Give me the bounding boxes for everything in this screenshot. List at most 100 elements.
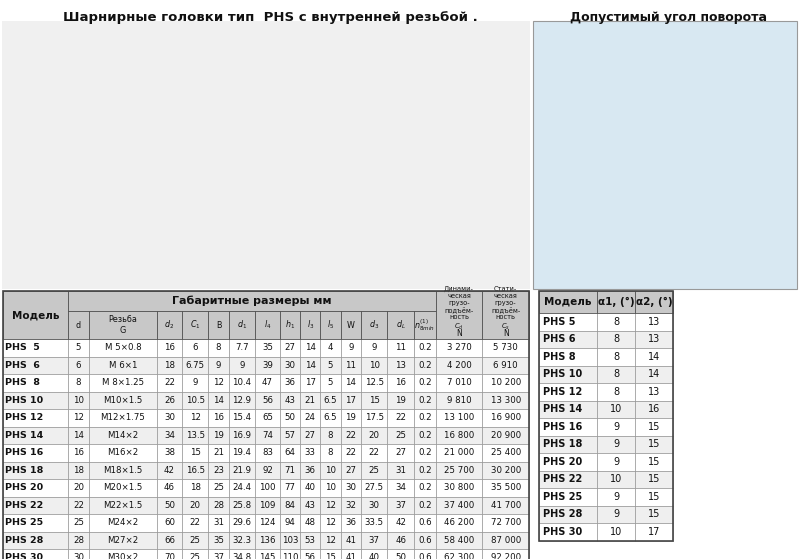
Text: 25 700: 25 700 bbox=[444, 466, 474, 475]
Text: 41: 41 bbox=[346, 536, 356, 545]
Text: PHS 12: PHS 12 bbox=[5, 413, 43, 422]
Text: 13: 13 bbox=[648, 334, 660, 344]
Text: PHS 22: PHS 22 bbox=[543, 474, 582, 484]
Text: 8: 8 bbox=[328, 448, 334, 457]
Bar bbox=[229, 479, 255, 496]
Bar bbox=[341, 374, 361, 391]
Text: М12×1.75: М12×1.75 bbox=[100, 413, 146, 422]
Text: 71: 71 bbox=[285, 466, 296, 475]
Text: 30: 30 bbox=[73, 553, 84, 559]
Text: 5: 5 bbox=[328, 378, 334, 387]
Text: 22: 22 bbox=[369, 448, 380, 457]
Text: α2, (°): α2, (°) bbox=[636, 297, 672, 307]
Text: d: d bbox=[76, 320, 81, 329]
Bar bbox=[436, 391, 482, 409]
Bar bbox=[300, 427, 321, 444]
Bar bbox=[89, 549, 157, 559]
Bar bbox=[597, 313, 635, 330]
Text: 60: 60 bbox=[164, 518, 175, 527]
Bar bbox=[482, 549, 529, 559]
Text: 12: 12 bbox=[325, 518, 336, 527]
Bar bbox=[209, 532, 229, 549]
Bar bbox=[597, 418, 635, 435]
Text: 0.2: 0.2 bbox=[418, 378, 431, 387]
Bar bbox=[635, 330, 673, 348]
Text: 30: 30 bbox=[369, 501, 380, 510]
Bar bbox=[597, 291, 635, 313]
Text: М 5×0.8: М 5×0.8 bbox=[105, 343, 141, 352]
Bar bbox=[635, 505, 673, 523]
Bar bbox=[2, 21, 530, 289]
Bar bbox=[209, 549, 229, 559]
Bar bbox=[229, 496, 255, 514]
Bar bbox=[89, 391, 157, 409]
Bar bbox=[209, 374, 229, 391]
Text: 0.6: 0.6 bbox=[418, 553, 431, 559]
Bar bbox=[280, 427, 300, 444]
Text: 87 000: 87 000 bbox=[490, 536, 521, 545]
Bar bbox=[182, 427, 209, 444]
Bar bbox=[482, 514, 529, 532]
Text: $C_1$: $C_1$ bbox=[190, 319, 201, 331]
Text: 14: 14 bbox=[213, 396, 224, 405]
Bar bbox=[539, 418, 597, 435]
Text: 41 700: 41 700 bbox=[490, 501, 521, 510]
Bar bbox=[209, 496, 229, 514]
Text: 12.9: 12.9 bbox=[232, 396, 251, 405]
Bar bbox=[89, 514, 157, 532]
Text: 19: 19 bbox=[213, 431, 224, 440]
Text: 14: 14 bbox=[648, 352, 660, 362]
Bar bbox=[597, 505, 635, 523]
Bar bbox=[414, 479, 436, 496]
Text: 21: 21 bbox=[305, 396, 316, 405]
Bar bbox=[182, 391, 209, 409]
Text: 110: 110 bbox=[282, 553, 298, 559]
Text: PHS 28: PHS 28 bbox=[5, 536, 43, 545]
Text: 0.2: 0.2 bbox=[418, 361, 431, 369]
Bar bbox=[436, 427, 482, 444]
Text: 100: 100 bbox=[259, 483, 276, 492]
Text: 3 270: 3 270 bbox=[446, 343, 471, 352]
Bar bbox=[209, 339, 229, 357]
Bar bbox=[321, 496, 341, 514]
Text: 18: 18 bbox=[190, 483, 201, 492]
Bar bbox=[387, 339, 414, 357]
Bar bbox=[387, 444, 414, 462]
Bar bbox=[255, 374, 280, 391]
Text: 25: 25 bbox=[73, 518, 84, 527]
Bar bbox=[300, 496, 321, 514]
Text: 12: 12 bbox=[213, 378, 224, 387]
Bar bbox=[300, 357, 321, 374]
Bar bbox=[209, 311, 229, 339]
Text: 12: 12 bbox=[325, 501, 336, 510]
Bar bbox=[255, 479, 280, 496]
Text: 6.5: 6.5 bbox=[324, 396, 338, 405]
Text: 10: 10 bbox=[610, 404, 622, 414]
Bar bbox=[482, 391, 529, 409]
Text: $h_1$: $h_1$ bbox=[285, 319, 295, 331]
Text: 50: 50 bbox=[285, 413, 296, 422]
Bar bbox=[361, 496, 387, 514]
Bar bbox=[3, 391, 68, 409]
Bar bbox=[3, 374, 68, 391]
Bar bbox=[635, 366, 673, 383]
Text: PHS 28: PHS 28 bbox=[543, 509, 582, 519]
Text: М30×2: М30×2 bbox=[107, 553, 138, 559]
Text: 5: 5 bbox=[76, 343, 82, 352]
Bar bbox=[182, 357, 209, 374]
Bar bbox=[635, 453, 673, 471]
Text: PHS 14: PHS 14 bbox=[543, 404, 582, 414]
Bar bbox=[341, 549, 361, 559]
Bar bbox=[3, 514, 68, 532]
Bar bbox=[68, 357, 89, 374]
Bar bbox=[482, 409, 529, 427]
Bar bbox=[597, 366, 635, 383]
Bar bbox=[3, 532, 68, 549]
Bar bbox=[229, 391, 255, 409]
Bar bbox=[157, 549, 182, 559]
Bar bbox=[300, 532, 321, 549]
Text: 30 800: 30 800 bbox=[444, 483, 474, 492]
Text: PHS 25: PHS 25 bbox=[543, 492, 582, 502]
Text: 16 800: 16 800 bbox=[444, 431, 474, 440]
Text: 18: 18 bbox=[164, 361, 175, 369]
